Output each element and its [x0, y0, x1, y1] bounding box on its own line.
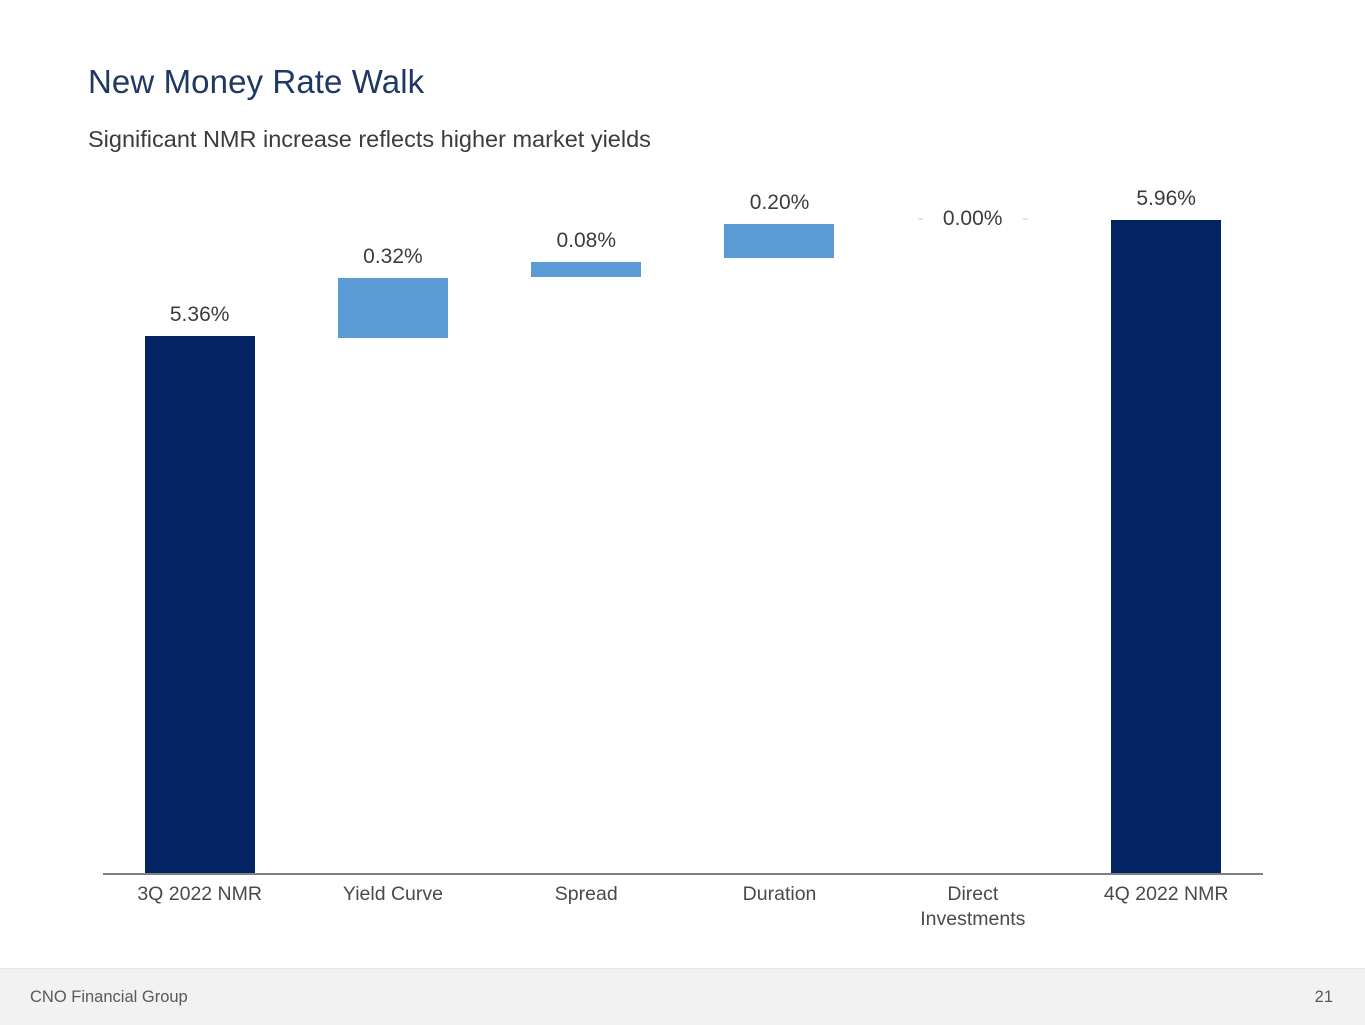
footer-organization-name: CNO Financial Group	[30, 988, 188, 1006]
category-label-3q-2022-nmr: 3Q 2022 NMR	[137, 883, 262, 905]
page-subtitle: Significant NMR increase reflects higher…	[88, 126, 651, 152]
category-axis-line	[103, 873, 1263, 875]
data-label-4q-2022-nmr: 5.96%	[1136, 187, 1196, 210]
category-label-direct-investments: Direct Investments	[920, 883, 1026, 930]
chart-column-yield-curve: 0.32%	[296, 180, 489, 874]
chart-column-4q-2022-nmr: 5.96%	[1070, 180, 1263, 874]
waterfall-chart: 5.36% 0.32% 0.08% 0.20% 0.00%	[103, 180, 1263, 940]
bar-spread[interactable]	[531, 262, 642, 277]
data-label-duration: 0.20%	[749, 191, 810, 214]
bar-yield-curve[interactable]	[337, 278, 448, 338]
category-label-spread: Spread	[554, 883, 618, 905]
data-label-direct-investments: 0.00%	[922, 206, 1023, 232]
page-title: New Money Rate Walk	[88, 63, 425, 100]
category-label-duration: Duration	[742, 883, 817, 905]
category-label-yield-curve: Yield Curve	[342, 883, 443, 905]
data-label-yield-curve: 0.32%	[363, 245, 423, 268]
chart-column-spread: 0.08%	[490, 180, 683, 874]
chart-column-duration: 0.20%	[683, 180, 876, 874]
footer-page-number: 21	[1314, 988, 1333, 1006]
data-label-3q-2022-nmr: 5.36%	[169, 303, 230, 326]
chart-column-3q-2022-nmr: 5.36%	[103, 180, 296, 874]
chart-column-direct-investments: 0.00%	[876, 180, 1069, 874]
category-label-4q-2022-nmr: 4Q 2022 NMR	[1103, 883, 1229, 905]
bar-3q-2022-nmr[interactable]	[144, 336, 255, 873]
chart-plot-area: 5.36% 0.32% 0.08% 0.20% 0.00%	[103, 180, 1263, 875]
bar-4q-2022-nmr[interactable]	[1111, 220, 1221, 873]
data-label-spread: 0.08%	[556, 229, 617, 252]
category-axis-labels: 3Q 2022 NMR Yield Curve Spread Duration …	[103, 882, 1263, 952]
slide-footer: CNO Financial Group 21	[0, 968, 1365, 1025]
bar-duration[interactable]	[724, 224, 835, 258]
